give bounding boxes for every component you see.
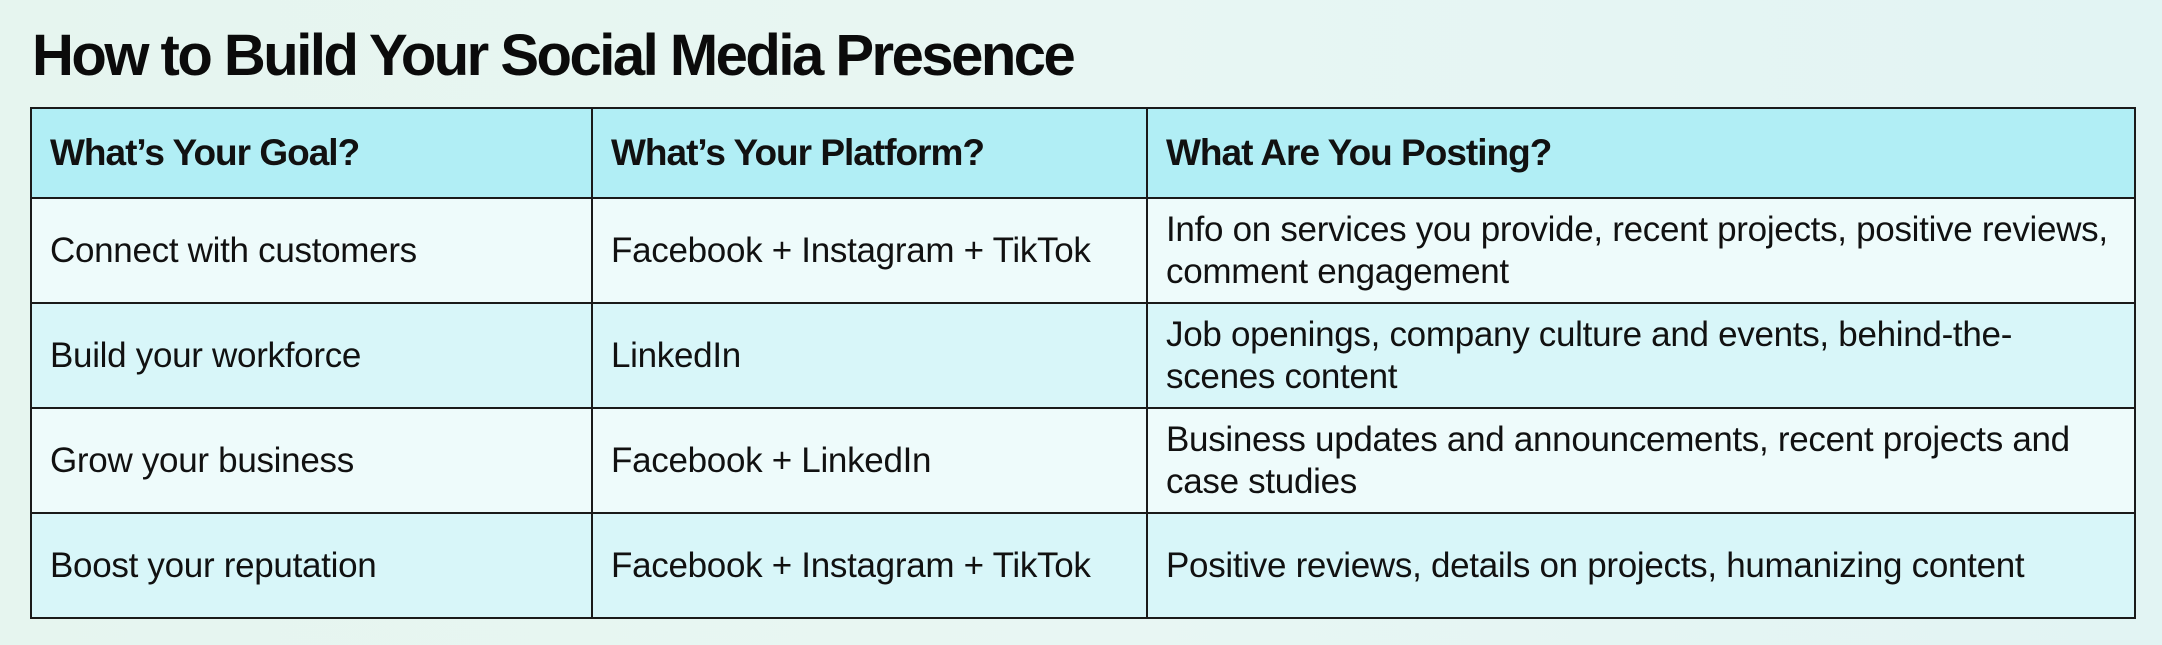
table-row: Boost your reputation Facebook + Instagr… bbox=[30, 512, 2136, 619]
column-header-goal: What’s Your Goal? bbox=[30, 107, 593, 199]
posting-cell: Positive reviews, details on projects, h… bbox=[1146, 512, 2136, 619]
platform-cell: LinkedIn bbox=[591, 302, 1148, 409]
platform-cell: Facebook + Instagram + TikTok bbox=[591, 197, 1148, 304]
page-title: How to Build Your Social Media Presence bbox=[32, 23, 1076, 88]
goal-cell: Grow your business bbox=[30, 407, 593, 514]
platform-cell: Facebook + LinkedIn bbox=[591, 407, 1148, 514]
posting-cell: Job openings, company culture and events… bbox=[1146, 302, 2136, 409]
goal-cell: Connect with customers bbox=[30, 197, 593, 304]
column-header-posting: What Are You Posting? bbox=[1146, 107, 2136, 199]
column-header-platform: What’s Your Platform? bbox=[591, 107, 1148, 199]
posting-cell: Business updates and announcements, rece… bbox=[1146, 407, 2136, 514]
goal-cell: Build your workforce bbox=[30, 302, 593, 409]
platform-cell: Facebook + Instagram + TikTok bbox=[591, 512, 1148, 619]
social-media-table: What’s Your Goal? What’s Your Platform? … bbox=[30, 107, 2136, 619]
goal-cell: Boost your reputation bbox=[30, 512, 593, 619]
table-row: Connect with customers Facebook + Instag… bbox=[30, 197, 2136, 304]
posting-cell: Info on services you provide, recent pro… bbox=[1146, 197, 2136, 304]
table-row: Build your workforce LinkedIn Job openin… bbox=[30, 302, 2136, 409]
table-row: Grow your business Facebook + LinkedIn B… bbox=[30, 407, 2136, 514]
table-header-row: What’s Your Goal? What’s Your Platform? … bbox=[30, 107, 2136, 199]
